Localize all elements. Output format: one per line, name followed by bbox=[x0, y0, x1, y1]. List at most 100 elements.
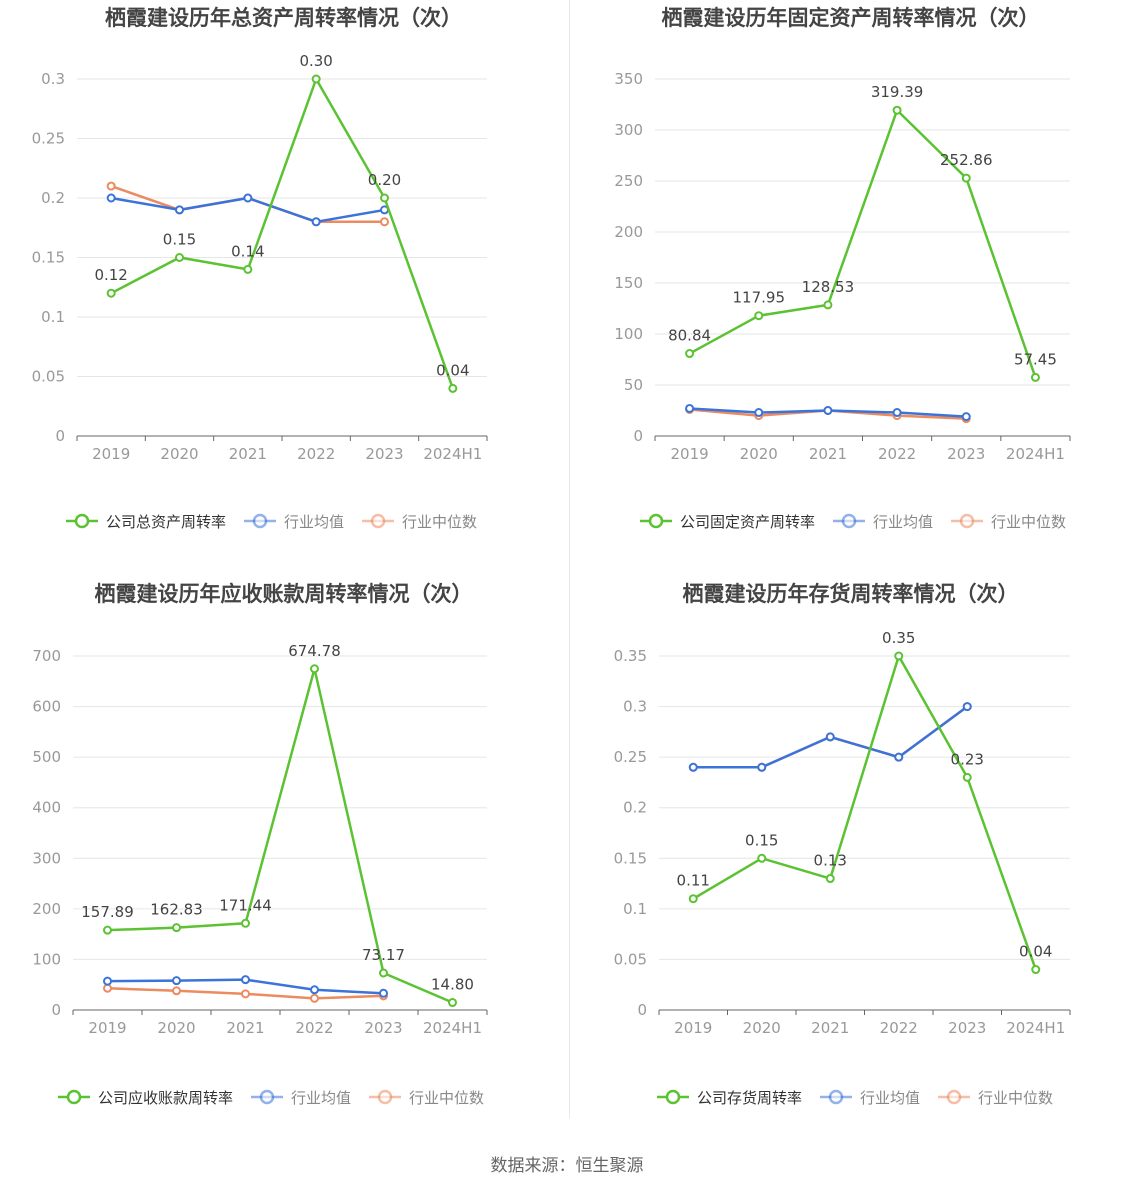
x-tick-label: 2023 bbox=[947, 445, 985, 463]
legend-label: 公司应收账款周转率 bbox=[98, 1089, 233, 1107]
chart-title: 栖霞建设历年应收账款周转率情况（次） bbox=[95, 582, 473, 606]
legend-marker-icon bbox=[66, 1089, 82, 1105]
data-label: 0.30 bbox=[299, 52, 332, 70]
y-tick-label: 200 bbox=[32, 900, 61, 918]
data-label: 73.17 bbox=[362, 946, 405, 964]
legend-marker-icon bbox=[252, 513, 268, 529]
legend-label: 行业均值 bbox=[284, 513, 344, 531]
x-tick-label: 2021 bbox=[811, 1019, 849, 1037]
y-tick-label: 0.3 bbox=[41, 70, 65, 88]
data-point-company bbox=[685, 349, 695, 359]
y-tick-label: 100 bbox=[32, 950, 61, 968]
y-tick-label: 600 bbox=[32, 698, 61, 716]
data-point-company bbox=[241, 918, 250, 928]
data-point-company bbox=[311, 74, 321, 84]
y-tick-label: 0.1 bbox=[41, 308, 65, 326]
y-tick-label: 0.1 bbox=[623, 900, 647, 918]
data-point-avg bbox=[106, 193, 116, 203]
data-label: 0.13 bbox=[814, 852, 847, 870]
data-label: 0.23 bbox=[951, 750, 984, 768]
legend-label: 公司存货周转率 bbox=[697, 1089, 802, 1107]
legend-marker-icon bbox=[665, 1089, 681, 1105]
data-point-avg bbox=[685, 403, 695, 413]
data-point-avg bbox=[825, 732, 835, 742]
legend-marker-icon bbox=[259, 1089, 275, 1105]
chart-svg: 栖霞建设历年应收账款周转率情况（次） 0 100 200 300 400 500 600 700… bbox=[32, 582, 488, 1107]
legend-label: 行业中位数 bbox=[409, 1089, 484, 1107]
y-tick-label: 0 bbox=[55, 427, 65, 445]
data-point-company bbox=[379, 968, 388, 978]
y-tick-label: 300 bbox=[32, 849, 61, 867]
data-point-company bbox=[1031, 965, 1041, 975]
x-tick-label: 2022 bbox=[295, 1019, 333, 1037]
y-tick-label: 0.15 bbox=[614, 849, 647, 867]
data-point-company bbox=[380, 193, 389, 203]
x-tick-label: 2023 bbox=[365, 445, 403, 463]
x-tick-label: 2020 bbox=[740, 445, 778, 463]
legend-marker-icon bbox=[841, 513, 857, 529]
data-point-avg bbox=[379, 988, 388, 998]
y-tick-label: 200 bbox=[614, 223, 643, 241]
legend-item-median: 行业中位数 bbox=[362, 513, 477, 531]
data-label: 0.20 bbox=[368, 171, 401, 189]
x-tick-label: 2020 bbox=[157, 1019, 195, 1037]
data-point-company bbox=[688, 894, 698, 904]
legend-item-median: 行业中位数 bbox=[938, 1089, 1053, 1107]
legend-marker-icon bbox=[946, 1089, 962, 1105]
x-tick-label: 2019 bbox=[670, 445, 708, 463]
legend-item-company: 公司固定资产周转率 bbox=[640, 513, 815, 531]
x-tick-label: 2019 bbox=[674, 1019, 712, 1037]
y-tick-label: 0.05 bbox=[614, 950, 647, 968]
data-label: 0.15 bbox=[163, 231, 196, 249]
data-point-avg bbox=[311, 217, 321, 227]
panel-divider bbox=[569, 0, 570, 1118]
data-point-company bbox=[175, 253, 184, 262]
x-tick-label: 2019 bbox=[92, 445, 130, 463]
data-label: 117.95 bbox=[733, 289, 786, 307]
chart-panel-fixed-asset-turnover: 栖霞建设历年固定资产周转率情况（次） 0 50 100 150 200 250 300 350 2… bbox=[567, 0, 1134, 576]
x-tick-label: 2022 bbox=[878, 445, 916, 463]
data-point-avg bbox=[175, 205, 184, 215]
x-tick-label: 2022 bbox=[297, 445, 335, 463]
y-tick-label: 300 bbox=[614, 121, 643, 139]
y-tick-label: 700 bbox=[32, 647, 61, 665]
data-point-company bbox=[172, 923, 181, 933]
data-point-avg bbox=[243, 193, 253, 203]
x-tick-label: 2024H1 bbox=[423, 445, 482, 463]
legend-label: 公司总资产周转率 bbox=[106, 513, 226, 531]
legend-marker-icon bbox=[648, 513, 664, 529]
data-label: 0.12 bbox=[94, 266, 127, 284]
x-tick-label: 2023 bbox=[364, 1019, 402, 1037]
data-label: 0.11 bbox=[677, 872, 710, 890]
x-tick-label: 2023 bbox=[948, 1019, 986, 1037]
data-label: 0.14 bbox=[231, 242, 264, 260]
y-tick-label: 0.15 bbox=[32, 249, 65, 267]
data-point-avg bbox=[172, 976, 181, 986]
y-tick-label: 0.2 bbox=[41, 189, 65, 207]
legend-label: 行业均值 bbox=[860, 1089, 920, 1107]
y-tick-label: 0.25 bbox=[614, 748, 647, 766]
data-point-company bbox=[103, 925, 112, 935]
data-point-company bbox=[1030, 372, 1040, 382]
legend-item-median: 行业中位数 bbox=[951, 513, 1066, 531]
chart-title: 栖霞建设历年存货周转率情况（次） bbox=[683, 582, 1019, 606]
y-tick-label: 350 bbox=[614, 70, 643, 88]
data-point-avg bbox=[103, 976, 112, 986]
data-source-note: 数据来源：恒生聚源 bbox=[490, 1156, 644, 1176]
legend-marker-icon bbox=[828, 1089, 844, 1105]
x-tick-label: 2024H1 bbox=[423, 1019, 482, 1037]
data-point-avg bbox=[892, 408, 902, 418]
x-tick-label: 2021 bbox=[226, 1019, 264, 1037]
chart-panel-total-asset-turnover: 栖霞建设历年总资产周转率情况（次） 0 0.05 0.1 0.15 0.2 0.25 0.3 2… bbox=[0, 0, 567, 576]
data-point-avg bbox=[757, 762, 767, 772]
legend-item-company: 公司总资产周转率 bbox=[66, 513, 226, 531]
data-label: 0.15 bbox=[745, 831, 778, 849]
legend-label: 公司固定资产周转率 bbox=[680, 513, 815, 531]
data-point-avg bbox=[823, 406, 833, 415]
data-label: 14.80 bbox=[431, 976, 474, 994]
data-point-avg bbox=[688, 762, 698, 772]
y-tick-label: 0 bbox=[633, 427, 643, 445]
data-point-avg bbox=[310, 985, 319, 995]
legend-label: 行业均值 bbox=[291, 1089, 351, 1107]
legend-item-avg: 行业均值 bbox=[244, 513, 344, 531]
